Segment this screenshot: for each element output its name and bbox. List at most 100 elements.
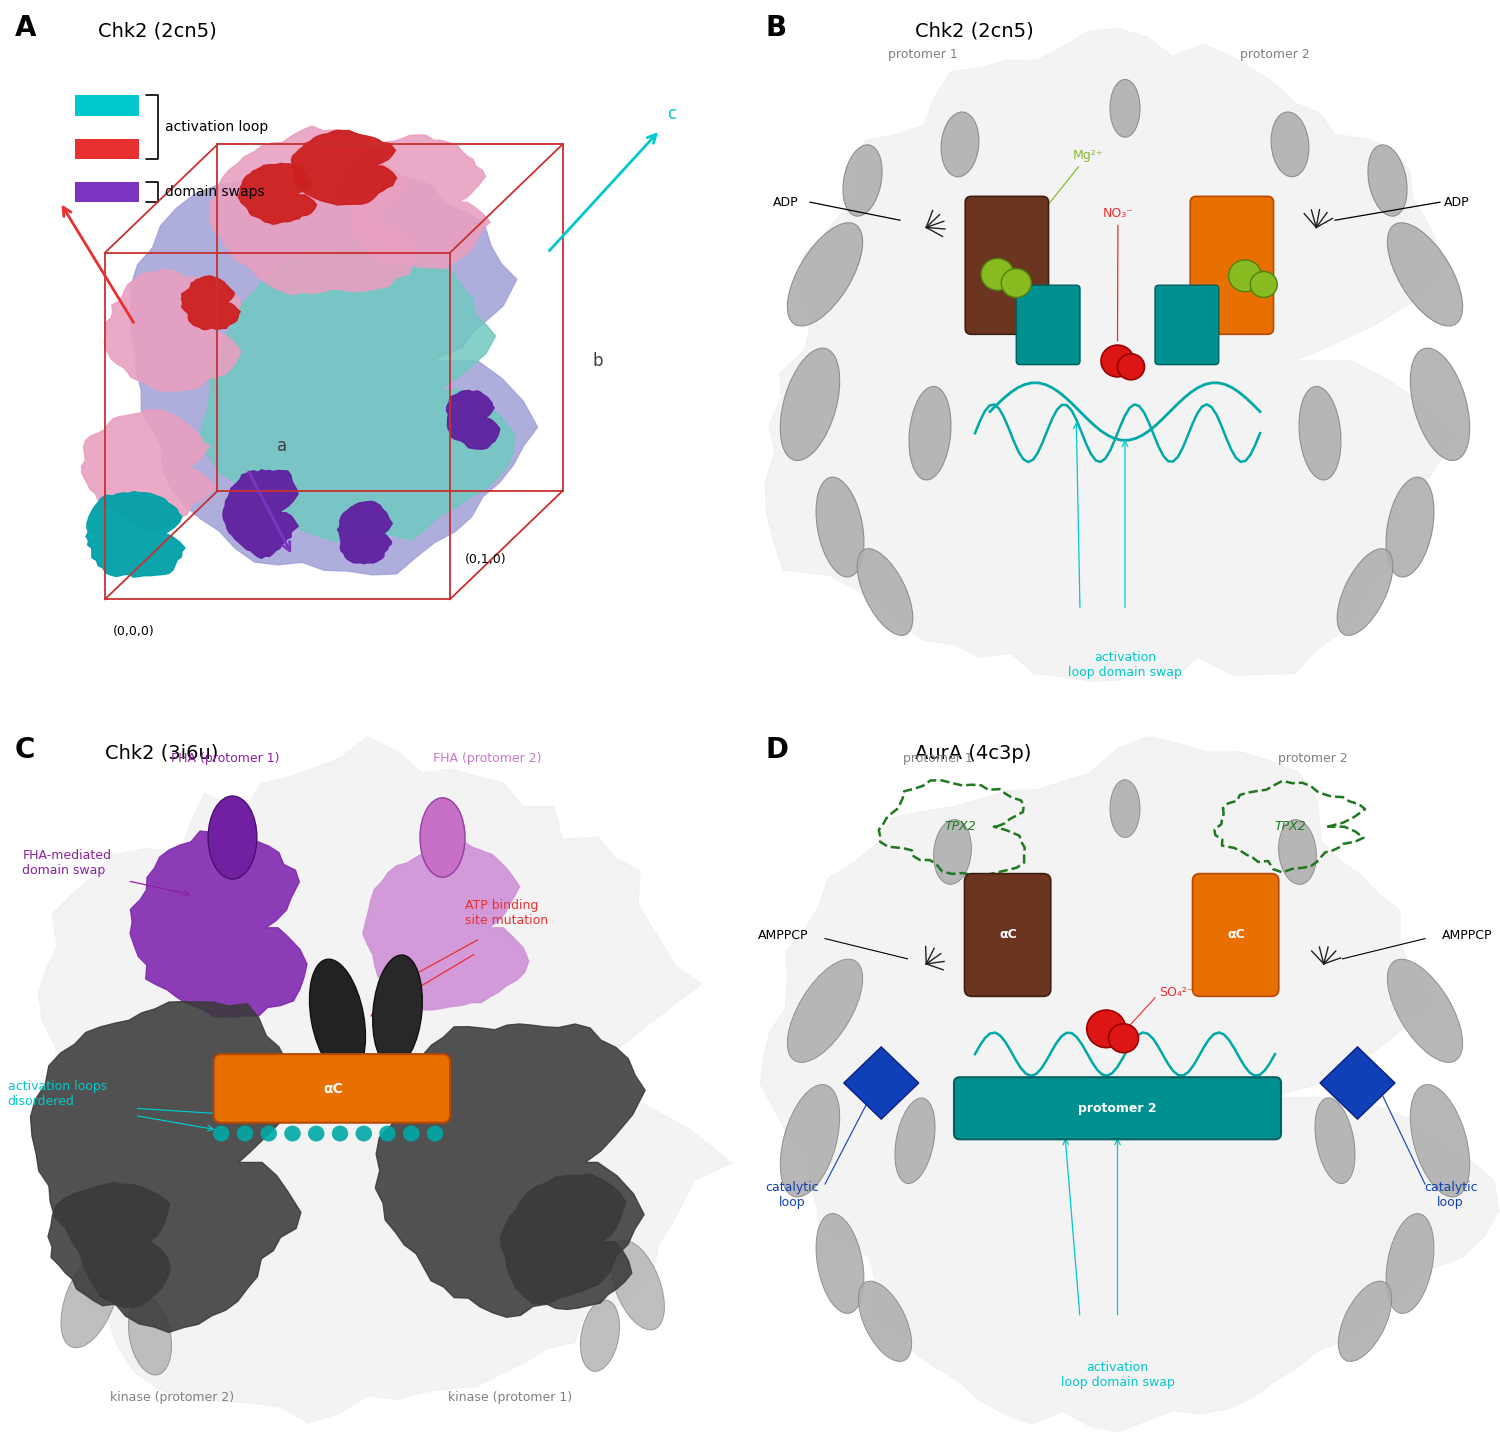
Text: protomer 2: protomer 2 — [1078, 1102, 1156, 1115]
Circle shape — [284, 1126, 300, 1141]
Polygon shape — [238, 163, 316, 224]
Ellipse shape — [129, 1297, 171, 1375]
Ellipse shape — [933, 820, 972, 884]
Ellipse shape — [780, 348, 840, 461]
Text: AurA (4c3p): AurA (4c3p) — [915, 744, 1032, 762]
Text: αC: αC — [1227, 928, 1245, 941]
Text: activation loops
disordered: activation loops disordered — [8, 1080, 106, 1108]
Ellipse shape — [372, 954, 423, 1067]
FancyBboxPatch shape — [1155, 286, 1218, 365]
Polygon shape — [1320, 1047, 1395, 1119]
Ellipse shape — [1388, 222, 1462, 326]
Text: (0,1,0): (0,1,0) — [465, 553, 507, 566]
Circle shape — [404, 1126, 420, 1141]
Ellipse shape — [1368, 144, 1407, 217]
FancyBboxPatch shape — [964, 874, 1050, 996]
Polygon shape — [81, 410, 216, 531]
Ellipse shape — [610, 1240, 664, 1330]
FancyBboxPatch shape — [1017, 286, 1080, 365]
Ellipse shape — [1338, 1281, 1392, 1362]
Text: Chk2 (2cn5): Chk2 (2cn5) — [98, 22, 216, 40]
Text: αC: αC — [324, 1082, 344, 1096]
Circle shape — [237, 1126, 254, 1141]
Text: (0,0,0): (0,0,0) — [112, 625, 154, 638]
Text: αC: αC — [999, 928, 1017, 941]
Ellipse shape — [1410, 1084, 1470, 1197]
Text: C: C — [15, 736, 36, 764]
Text: Mg²⁺: Mg²⁺ — [1007, 149, 1102, 256]
Ellipse shape — [1388, 959, 1462, 1063]
Ellipse shape — [1110, 780, 1140, 838]
Ellipse shape — [1278, 820, 1317, 884]
Polygon shape — [182, 276, 240, 329]
Polygon shape — [501, 1174, 632, 1310]
Ellipse shape — [1336, 549, 1394, 635]
Ellipse shape — [896, 1097, 934, 1184]
Polygon shape — [130, 830, 308, 1017]
Bar — [75, 139, 138, 159]
Circle shape — [1251, 271, 1276, 297]
Text: catalytic
loop: catalytic loop — [1424, 1181, 1478, 1209]
Circle shape — [1108, 1024, 1138, 1053]
Polygon shape — [375, 1024, 645, 1317]
Ellipse shape — [816, 1213, 864, 1314]
Text: FHA-mediated
domain swap: FHA-mediated domain swap — [22, 849, 111, 877]
Polygon shape — [130, 166, 537, 575]
FancyBboxPatch shape — [954, 1077, 1281, 1139]
Text: AMPPCP: AMPPCP — [758, 928, 808, 941]
Text: TPX2: TPX2 — [944, 820, 976, 833]
Text: Chk2 (2cn5): Chk2 (2cn5) — [915, 22, 1034, 40]
Ellipse shape — [1316, 1097, 1354, 1184]
Ellipse shape — [940, 113, 980, 176]
Polygon shape — [224, 469, 298, 559]
FancyBboxPatch shape — [213, 1054, 450, 1123]
Text: c: c — [668, 105, 676, 123]
Ellipse shape — [1386, 1213, 1434, 1314]
Text: D: D — [765, 736, 788, 764]
Text: Chk2 (3i6u): Chk2 (3i6u) — [105, 744, 219, 762]
Text: b: b — [592, 352, 603, 370]
Text: SO₄²⁻: SO₄²⁻ — [1158, 986, 1194, 999]
Polygon shape — [447, 390, 500, 449]
Circle shape — [1002, 269, 1032, 297]
Text: domain swaps: domain swaps — [165, 185, 264, 199]
Text: protomer 1: protomer 1 — [903, 752, 972, 765]
Polygon shape — [201, 237, 514, 542]
Polygon shape — [86, 491, 184, 578]
Text: FHA (protomer 2): FHA (protomer 2) — [433, 752, 542, 765]
Ellipse shape — [209, 796, 256, 879]
Circle shape — [380, 1126, 396, 1141]
Ellipse shape — [1386, 477, 1434, 578]
Text: TPX2: TPX2 — [1274, 820, 1306, 833]
Polygon shape — [760, 736, 1498, 1432]
Text: A: A — [15, 14, 36, 42]
Polygon shape — [210, 126, 414, 295]
Ellipse shape — [788, 222, 862, 326]
Ellipse shape — [1110, 79, 1140, 137]
Ellipse shape — [858, 1281, 912, 1362]
Bar — [75, 182, 138, 202]
Text: FHA (protomer 1): FHA (protomer 1) — [171, 752, 279, 765]
Ellipse shape — [909, 387, 951, 479]
Text: ADP: ADP — [1444, 195, 1470, 209]
Circle shape — [261, 1126, 278, 1141]
Circle shape — [1228, 260, 1262, 292]
Ellipse shape — [843, 144, 882, 217]
Circle shape — [1086, 1011, 1125, 1048]
Circle shape — [308, 1126, 324, 1141]
Text: protomer 2: protomer 2 — [1278, 752, 1347, 765]
Ellipse shape — [62, 1252, 118, 1347]
Text: kinase (protomer 2): kinase (protomer 2) — [111, 1391, 234, 1404]
Text: activation
loop domain swap: activation loop domain swap — [1060, 1362, 1174, 1389]
FancyBboxPatch shape — [966, 196, 1048, 335]
Circle shape — [213, 1126, 230, 1141]
Circle shape — [426, 1126, 442, 1141]
Text: B: B — [765, 14, 786, 42]
Polygon shape — [30, 1002, 302, 1333]
Text: a: a — [278, 438, 288, 455]
Ellipse shape — [1299, 387, 1341, 479]
FancyBboxPatch shape — [1191, 196, 1274, 335]
Polygon shape — [48, 1183, 171, 1307]
Ellipse shape — [780, 1084, 840, 1197]
Ellipse shape — [1270, 113, 1310, 176]
